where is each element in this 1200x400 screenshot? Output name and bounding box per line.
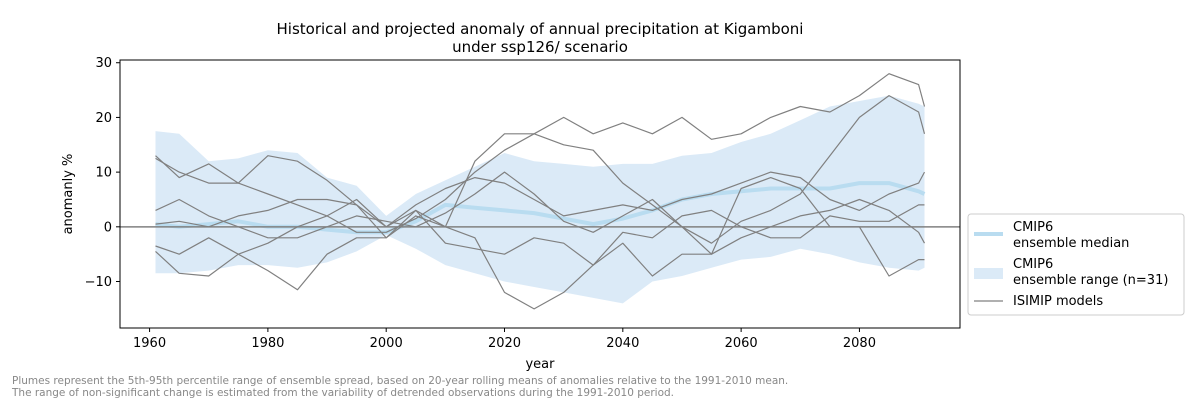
y-tick-label--10: −10: [85, 275, 112, 290]
x-tick-label-2000: 2000: [370, 336, 403, 351]
isimip-model-line-6: [155, 171, 926, 228]
x-axis-label: year: [525, 357, 555, 372]
isimip-model-line-1: [155, 73, 926, 239]
legend-frame: [967, 213, 1185, 316]
y-tick-label-30: 30: [95, 56, 112, 71]
footnote-line-2: The range of non-significant change is e…: [12, 387, 674, 399]
x-tick-label-2040: 2040: [606, 336, 639, 351]
legend-median-label-line-1: CMIP6: [1013, 220, 1053, 235]
y-axis-label: anomanly %: [61, 154, 76, 235]
legend-range-label-line-1: CMIP6: [1013, 257, 1053, 272]
isimip-model-line-2: [155, 95, 926, 244]
x-tick-label-2020: 2020: [488, 336, 521, 351]
legend-range-label-line-2: ensemble range (n=31): [1013, 273, 1168, 288]
x-tick-label-2080: 2080: [843, 336, 876, 351]
x-tick-label-2060: 2060: [725, 336, 758, 351]
y-tick-label-10: 10: [95, 166, 112, 181]
chart-title-line-1: Historical and projected anomaly of annu…: [277, 20, 804, 38]
x-tick-label-1960: 1960: [133, 336, 166, 351]
legend: CMIP6 ensemble median CMIP6 ensemble ran…: [967, 213, 1185, 316]
plot-area: 1960 1980 2000 2020 2040 2060 2080 −10 0 10 20 30: [85, 56, 961, 351]
legend-range-swatch: [974, 268, 1003, 279]
legend-median-label-line-2: ensemble median: [1013, 236, 1129, 251]
y-tick-label-20: 20: [95, 111, 112, 126]
x-tick-label-1980: 1980: [251, 336, 284, 351]
isimip-model-line-5: [155, 177, 925, 310]
footnote-line-1: Plumes represent the 5th-95th percentile…: [12, 375, 789, 387]
chart-title-line-2: under ssp126/ scenario: [452, 38, 628, 56]
legend-isimip-label: ISIMIP models: [1013, 294, 1103, 309]
plot-frame: [119, 59, 961, 329]
y-tick-label-0: 0: [104, 220, 112, 235]
